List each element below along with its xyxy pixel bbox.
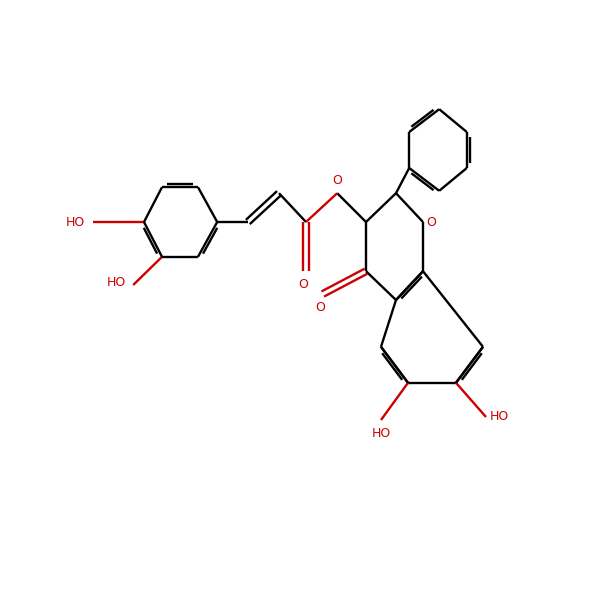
Text: HO: HO	[371, 427, 391, 440]
Text: HO: HO	[107, 275, 126, 289]
Text: O: O	[332, 173, 342, 187]
Text: HO: HO	[65, 215, 85, 229]
Text: HO: HO	[490, 410, 509, 424]
Text: O: O	[315, 301, 325, 314]
Text: O: O	[298, 278, 308, 291]
Text: O: O	[427, 215, 436, 229]
